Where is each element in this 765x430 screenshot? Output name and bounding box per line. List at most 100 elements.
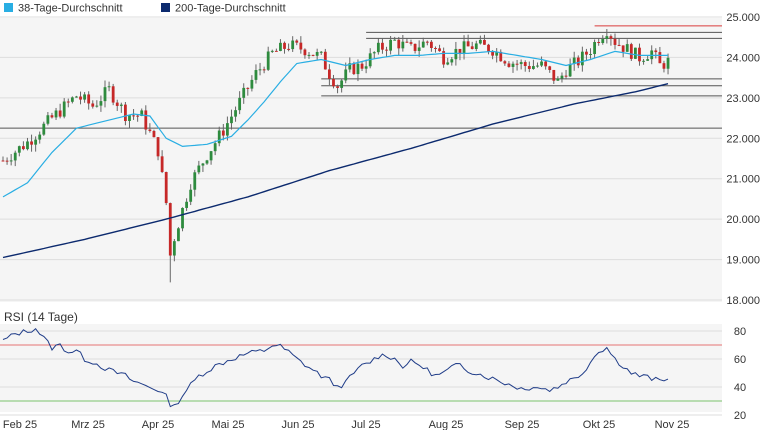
candle <box>62 98 66 119</box>
candle <box>66 98 70 108</box>
candle <box>91 100 95 109</box>
candle <box>360 61 364 72</box>
candle <box>397 36 401 56</box>
rsi-tick-label: 40 <box>734 382 746 394</box>
rsi-tick-label: 60 <box>734 354 746 366</box>
rsi-gridlines <box>0 330 722 416</box>
candle <box>189 184 193 206</box>
candle <box>242 83 246 104</box>
legend-label-sma38: 38-Tage-Durchschnitt <box>18 3 123 15</box>
candle <box>646 55 650 62</box>
candle <box>470 41 474 50</box>
candle <box>262 66 266 74</box>
time-tick-label: Mrz 25 <box>71 419 105 430</box>
candle <box>70 96 74 104</box>
candle <box>434 46 437 53</box>
candle <box>507 61 511 68</box>
candle <box>160 150 164 174</box>
sma200-line <box>2 83 669 259</box>
price-tick-label: 25.000 <box>726 12 760 24</box>
candle <box>79 91 82 105</box>
candle <box>307 51 311 59</box>
candle <box>34 136 38 152</box>
candle <box>299 36 303 54</box>
time-tick-label: Okt 25 <box>583 419 615 430</box>
candle <box>217 126 221 147</box>
candle <box>177 227 180 242</box>
price-tick-label: 19.000 <box>726 255 760 267</box>
candle <box>466 34 470 47</box>
candle <box>42 121 46 136</box>
candle <box>185 198 188 211</box>
candle <box>597 38 601 46</box>
candle <box>629 42 633 61</box>
candle <box>287 43 290 52</box>
candle <box>168 202 172 283</box>
candle <box>605 29 609 44</box>
candle <box>152 129 156 138</box>
candle <box>548 65 552 73</box>
candle <box>483 34 486 45</box>
candle <box>201 162 205 172</box>
price-tick-label: 22.000 <box>726 133 760 145</box>
candle <box>364 59 368 74</box>
candle <box>340 78 344 93</box>
candle <box>401 34 405 52</box>
candle <box>328 64 331 86</box>
candle <box>311 54 315 57</box>
candle <box>544 60 548 70</box>
rsi-panel-title: RSI (14 Tage) <box>4 310 78 324</box>
candle <box>536 62 539 68</box>
time-tick-label: Jun 25 <box>281 419 314 430</box>
candle <box>372 51 376 59</box>
candle <box>560 72 564 83</box>
legend-swatch-sma200 <box>161 3 170 12</box>
candle <box>576 55 580 69</box>
candle <box>564 69 568 80</box>
candle <box>609 34 613 46</box>
candle <box>50 112 54 119</box>
price-axis: 25.000 24.000 23.000 22.000 21.000 20.000 19.0… <box>726 12 760 307</box>
candle <box>103 80 107 108</box>
candle <box>46 111 50 126</box>
candle <box>83 92 86 103</box>
candle <box>589 48 592 59</box>
candle <box>332 74 335 89</box>
price-tick-label: 23.000 <box>726 93 760 105</box>
candle <box>442 47 446 68</box>
candle <box>95 100 99 108</box>
candle <box>499 49 503 62</box>
candle <box>87 91 91 110</box>
candle <box>642 58 645 65</box>
candle <box>283 41 286 54</box>
candle <box>213 140 217 156</box>
price-tick-label: 20.000 <box>726 214 760 226</box>
candle <box>124 101 127 126</box>
rsi-line <box>2 327 669 408</box>
candle <box>274 48 278 52</box>
candle <box>462 35 466 60</box>
sma38-line <box>2 50 668 198</box>
candle <box>532 59 535 70</box>
candle <box>580 46 584 72</box>
candle <box>430 40 433 52</box>
candle <box>572 51 576 71</box>
candle <box>22 141 25 151</box>
candle <box>30 134 33 152</box>
candle <box>556 76 560 81</box>
candle <box>474 40 478 52</box>
candle <box>634 47 637 60</box>
candle <box>13 150 17 167</box>
candle <box>319 51 323 55</box>
candle <box>413 43 417 54</box>
candle <box>323 48 327 70</box>
candle <box>238 91 242 115</box>
candle <box>266 46 270 71</box>
candle <box>234 106 237 122</box>
candle <box>270 49 274 53</box>
candle <box>654 48 658 59</box>
candle <box>515 59 519 71</box>
rsi-panel-background <box>0 324 722 412</box>
candle <box>438 44 441 52</box>
rsi-axis: 80 60 40 20 <box>734 326 746 422</box>
